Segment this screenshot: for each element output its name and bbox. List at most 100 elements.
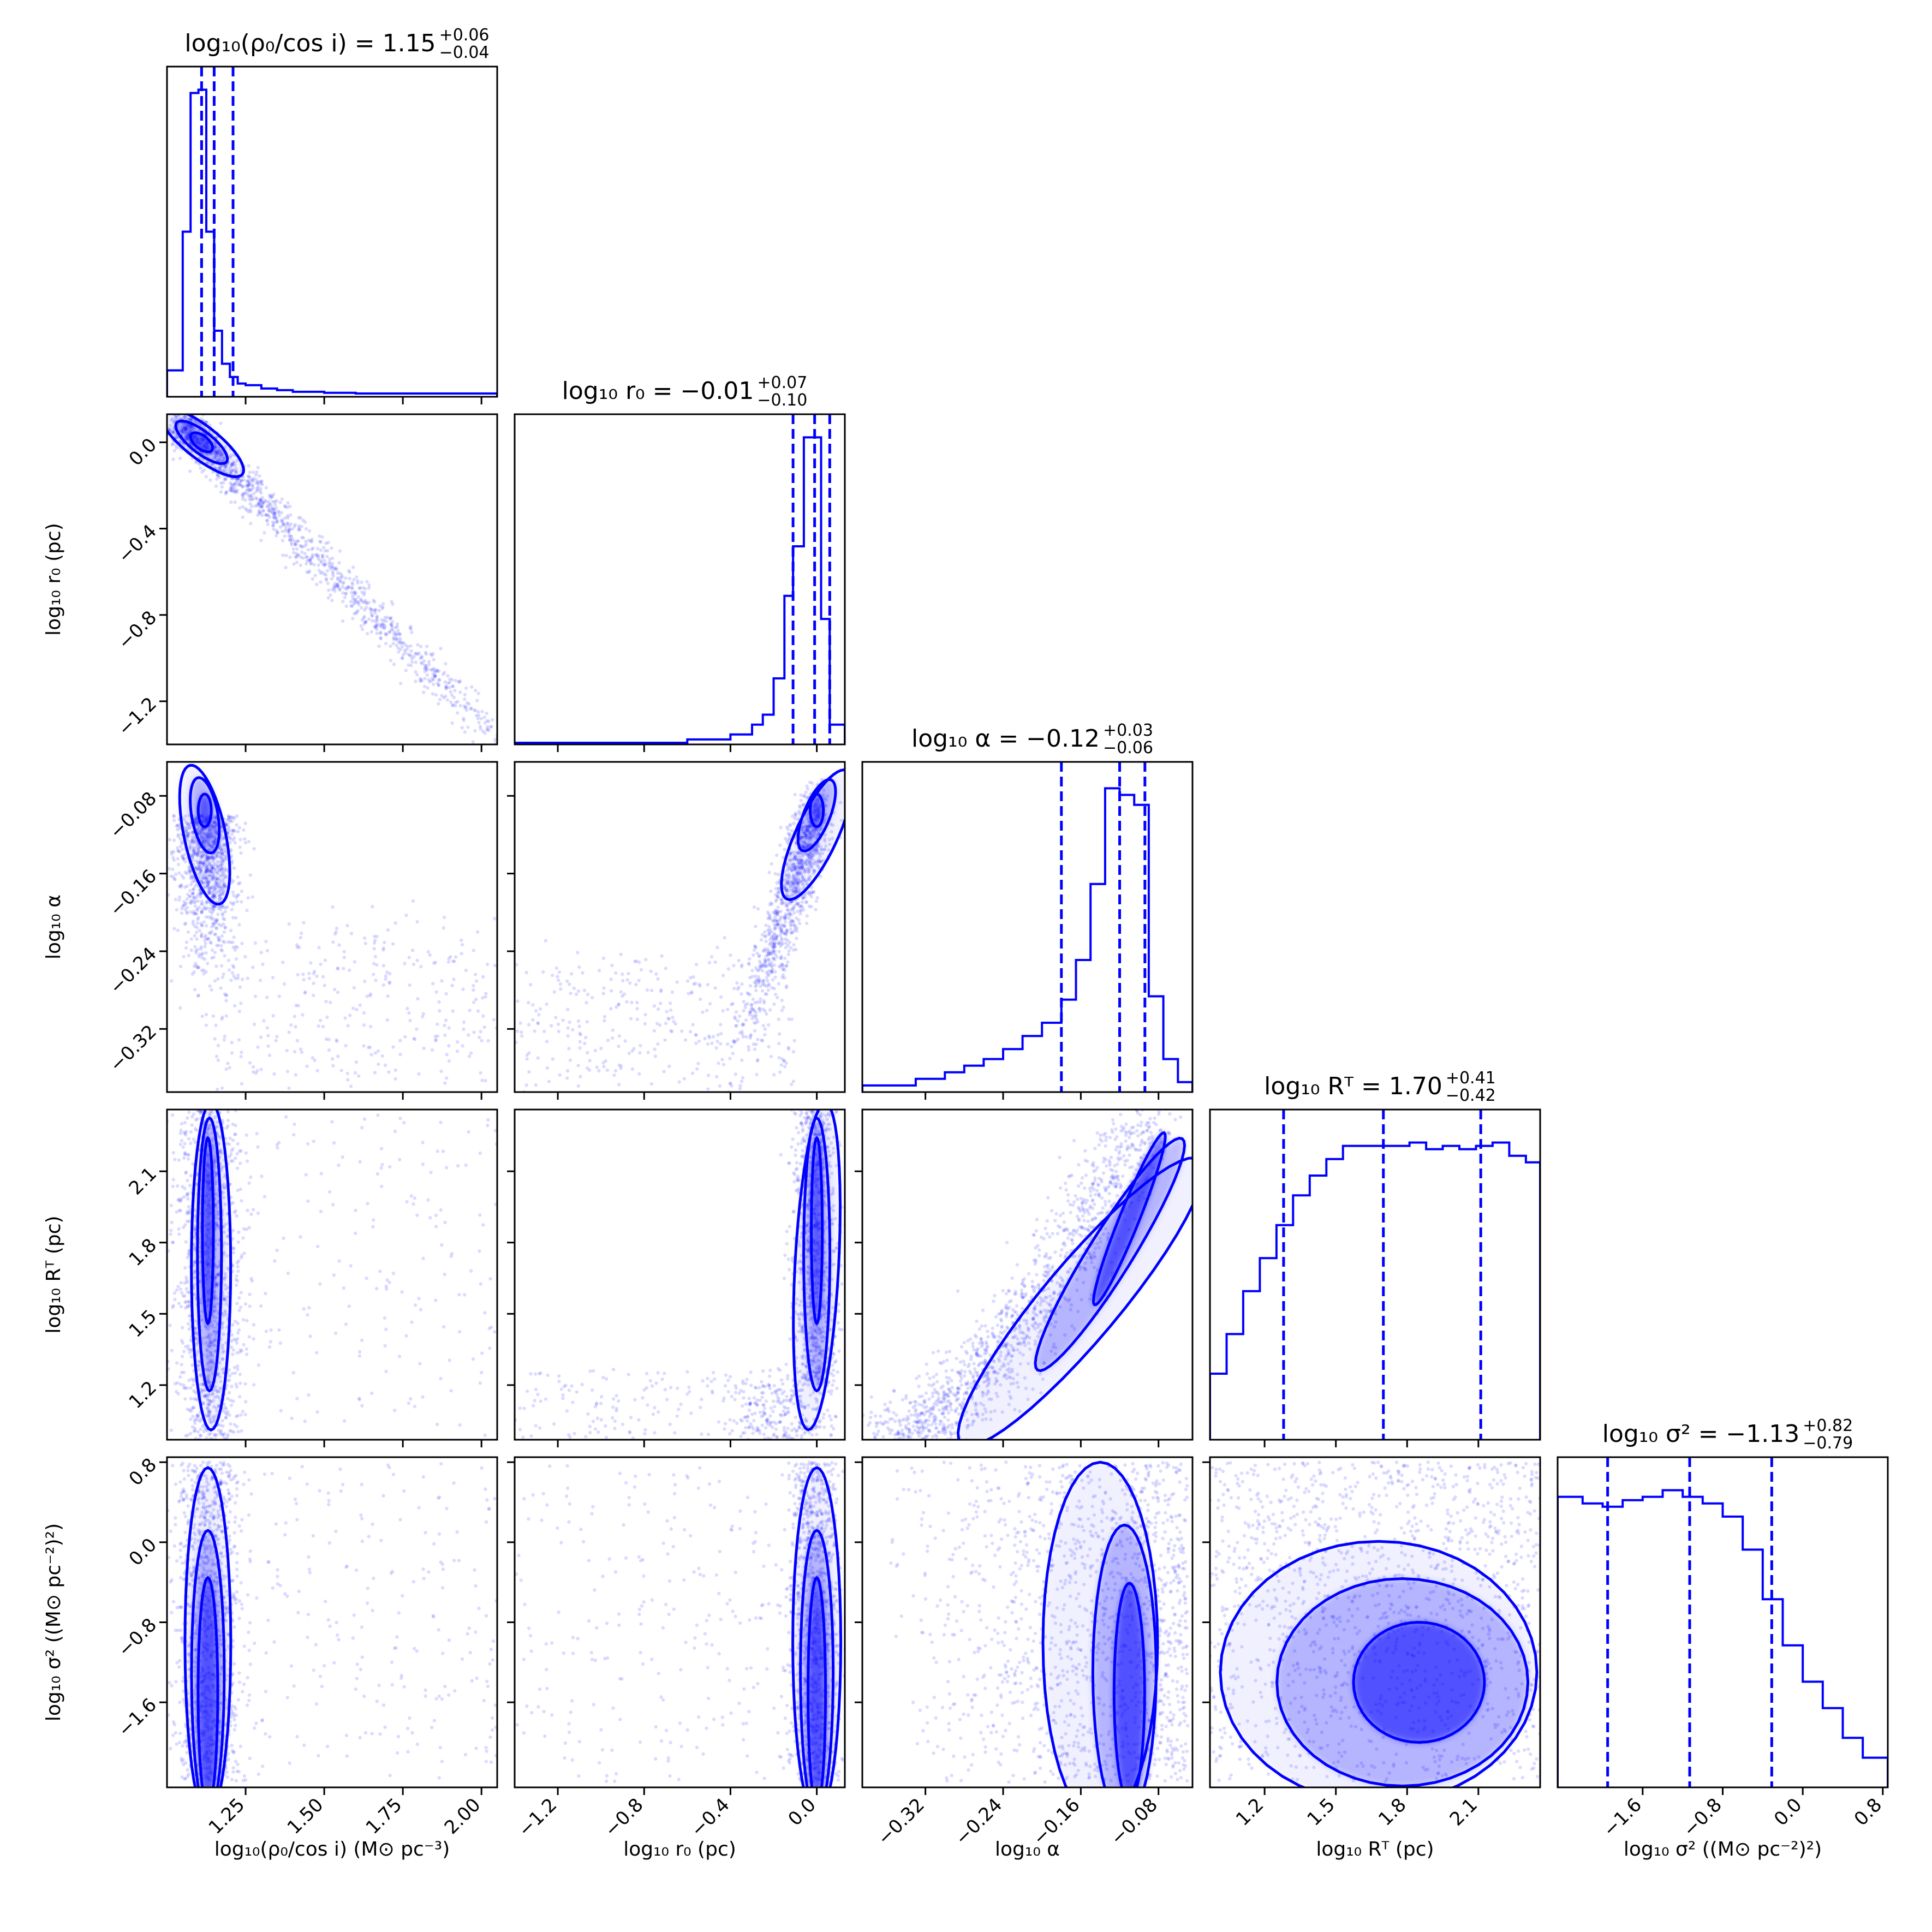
sample-point	[799, 908, 803, 912]
sample-point	[477, 713, 481, 718]
sample-point	[259, 498, 263, 502]
sample-point	[450, 721, 454, 725]
sample-point	[790, 931, 794, 934]
sample-point	[617, 1083, 621, 1087]
sample-point	[779, 897, 783, 901]
sample-point	[231, 1352, 235, 1356]
sample-point	[217, 922, 221, 926]
sample-point	[327, 565, 331, 569]
sample-point	[178, 837, 182, 841]
sample-point	[216, 473, 220, 477]
sample-point	[218, 475, 222, 479]
sample-point	[773, 945, 777, 949]
sample-point	[191, 1415, 195, 1418]
sample-point	[240, 890, 243, 893]
sample-point	[183, 1131, 187, 1135]
sample-point	[231, 945, 235, 950]
sample-point	[191, 874, 195, 878]
sample-point	[230, 477, 235, 481]
sample-point	[434, 1298, 438, 1302]
sample-point	[311, 1056, 314, 1060]
sample-point	[213, 932, 218, 936]
sample-point	[476, 1009, 480, 1013]
sample-point	[183, 885, 187, 889]
sample-point	[762, 999, 766, 1003]
sample-point	[628, 981, 632, 985]
sample-point	[312, 993, 315, 998]
sample-point	[336, 576, 339, 580]
sample-point	[409, 1194, 413, 1198]
sample-point	[258, 505, 263, 509]
sample-point	[231, 838, 235, 842]
sample-point	[779, 943, 784, 946]
sample-point	[414, 679, 418, 683]
sample-point	[792, 821, 796, 825]
sample-point	[786, 944, 790, 947]
sample-point	[795, 902, 800, 907]
sample-point	[485, 728, 489, 732]
sample-point	[356, 609, 360, 613]
sample-point	[185, 1194, 189, 1197]
sample-point	[241, 497, 245, 501]
sample-point	[338, 588, 342, 592]
sample-point	[216, 935, 220, 939]
sample-point	[665, 1010, 669, 1013]
sample-point	[408, 1018, 412, 1023]
sample-point	[783, 915, 786, 919]
sample-point	[435, 668, 439, 672]
sample-point	[183, 870, 187, 874]
sample-point	[395, 638, 398, 642]
sample-point	[187, 1153, 191, 1157]
sample-point	[372, 599, 375, 603]
sample-point	[505, 716, 508, 719]
sample-point	[196, 899, 200, 903]
sample-point	[181, 856, 186, 860]
sample-point	[330, 1120, 334, 1124]
sample-point	[231, 1159, 235, 1163]
sample-point	[178, 826, 182, 830]
sample-point	[467, 702, 471, 706]
sample-point	[770, 970, 773, 975]
sample-point	[170, 979, 174, 983]
sample-point	[350, 586, 354, 590]
sample-point	[757, 979, 761, 983]
sample-point	[768, 916, 772, 920]
sample-point	[375, 617, 379, 621]
sample-point	[177, 1227, 181, 1231]
sample-point	[425, 665, 428, 669]
sample-point	[174, 897, 177, 902]
sample-point	[466, 725, 470, 729]
sample-point	[281, 529, 284, 533]
sample-point	[315, 1410, 319, 1414]
sample-point	[238, 1373, 242, 1376]
sample-point	[202, 920, 206, 924]
sample-point	[305, 542, 308, 546]
sample-point	[447, 1044, 451, 1048]
sample-point	[780, 902, 785, 905]
sample-point	[480, 1039, 484, 1043]
sample-point	[544, 939, 547, 943]
sample-point	[182, 900, 186, 904]
sample-point	[176, 849, 180, 853]
sample-point	[738, 1084, 742, 1088]
sample-point	[777, 1056, 781, 1060]
sample-point	[779, 826, 783, 830]
sample-point	[691, 975, 695, 979]
sample-point	[198, 1111, 202, 1115]
sample-point	[601, 1061, 605, 1065]
sample-point	[181, 904, 185, 908]
sample-point	[259, 511, 263, 515]
sample-point	[235, 1283, 238, 1287]
sample-point	[289, 538, 293, 542]
sample-point	[770, 960, 773, 964]
sample-point	[568, 982, 571, 986]
sample-point	[232, 965, 236, 969]
sample-point	[735, 981, 739, 985]
sample-point	[323, 563, 327, 567]
sample-point	[521, 1101, 524, 1105]
sample-point	[198, 952, 201, 956]
sample-point	[385, 970, 389, 974]
sample-point	[205, 420, 209, 424]
sample-point	[779, 915, 783, 919]
sample-point	[609, 989, 613, 993]
